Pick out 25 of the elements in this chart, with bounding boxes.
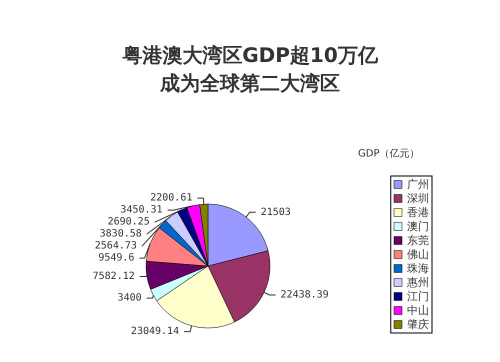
- data-label: 22438.39: [280, 289, 329, 300]
- data-label: 21503: [260, 206, 291, 218]
- legend-label: 澳门: [407, 220, 429, 233]
- legend-label: 中山: [407, 304, 429, 317]
- legend-title: GDP（亿元）: [358, 148, 420, 160]
- legend-label: 深圳: [407, 192, 429, 205]
- data-label: 3400: [118, 292, 142, 304]
- data-label: 2200.61: [150, 192, 192, 204]
- chart-title: 粤港澳大湾区GDP超10万亿: [121, 43, 379, 67]
- legend-label: 肇庆: [407, 318, 429, 331]
- chart-subtitle: 成为全球第二大湾区: [159, 71, 340, 95]
- data-label: 2564.73: [94, 240, 137, 252]
- data-label: 9549.6: [98, 252, 134, 264]
- data-label: 3830.58: [100, 228, 142, 240]
- data-label: 3450.31: [120, 204, 163, 216]
- legend-label: 广州: [407, 178, 429, 191]
- legend-label: 珠海: [407, 262, 429, 275]
- legend-label: 东莞: [407, 234, 429, 247]
- legend-label: 惠州: [406, 276, 429, 289]
- legend-label: 佛山: [407, 248, 429, 261]
- data-label: 2690.25: [108, 216, 150, 228]
- legend-label: 江门: [407, 290, 429, 303]
- data-label: 7582.12: [92, 270, 135, 282]
- data-label: 23049.14: [130, 326, 180, 338]
- legend-label: 香港: [407, 206, 429, 219]
